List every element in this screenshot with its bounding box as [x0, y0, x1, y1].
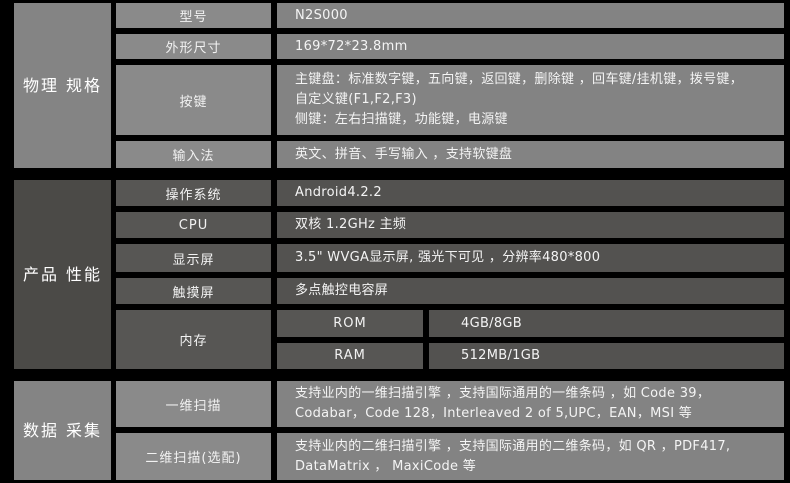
table-row: RAM 512MB/1GB: [274, 340, 790, 373]
row-key-keys: 按键: [116, 65, 271, 135]
row-key-dimensions: 外形尺寸: [116, 34, 271, 59]
row-key-os: 操作系统: [116, 180, 271, 206]
rows-performance: 操作系统 Android4.2.2 CPU 双核 1.2GHz 主频 显示屏 3…: [111, 177, 790, 372]
row-key-1d-scan: 一维扫描: [116, 381, 271, 427]
spec-group-performance: 产品 性能 操作系统 Android4.2.2 CPU 双核 1.2GHz 主频…: [0, 177, 790, 372]
table-row: 二维扫描(选配) 支持业内的二维扫描引擎 ，支持国际通用的二维条码，如 QR ，…: [111, 430, 790, 483]
row-value-os: Android4.2.2: [277, 180, 784, 206]
row-value-touchscreen: 多点触控电容屏: [277, 278, 784, 304]
row-key-memory: 内存: [116, 310, 271, 369]
row-key-display: 显示屏: [116, 244, 271, 272]
table-row-memory: 内存 ROM 4GB/8GB RAM 512MB/1GB: [111, 307, 790, 372]
spec-group-data-capture: 数据 采集 一维扫描 支持业内的一维扫描引擎 ，支持国际通用的一维条码 ，如 C…: [0, 378, 790, 483]
table-row: 触摸屏 多点触控电容屏: [111, 275, 790, 307]
row-key-2d-scan: 二维扫描(选配): [116, 433, 271, 480]
row-value-input-method: 英文、拼音、手写输入 ，支持软键盘: [277, 141, 784, 168]
row-value-display: 3.5" WVGA显示屏, 强光下可见 ，分辨率480*800: [277, 244, 784, 272]
rows-physical: 型号 N2S000 外形尺寸 169*72*23.8mm 按键 主键盘：标准数字…: [111, 0, 790, 171]
table-row: 显示屏 3.5" WVGA显示屏, 强光下可见 ，分辨率480*800: [111, 241, 790, 275]
table-row: 一维扫描 支持业内的一维扫描引擎 ，支持国际通用的一维条码 ，如 Code 39…: [111, 378, 790, 430]
table-row: CPU 双核 1.2GHz 主频: [111, 209, 790, 241]
row-value-keys: 主键盘：标准数字键，五向键，返回键，删除键 ，回车键/挂机键，拨号键， 自定义键…: [277, 65, 784, 135]
rows-data-capture: 一维扫描 支持业内的一维扫描引擎 ，支持国际通用的一维条码 ，如 Code 39…: [111, 378, 790, 483]
row-key-model: 型号: [116, 3, 271, 28]
category-label-performance: 产品 性能: [14, 180, 111, 369]
row-value-ram: 512MB/1GB: [429, 342, 784, 369]
spec-group-physical: 物理 规格 型号 N2S000 外形尺寸 169*72*23.8mm 按键 主键…: [0, 0, 790, 171]
row-value-dimensions: 169*72*23.8mm: [277, 34, 784, 59]
row-value-cpu: 双核 1.2GHz 主频: [277, 212, 784, 238]
memory-subtable: ROM 4GB/8GB RAM 512MB/1GB: [274, 307, 790, 372]
row-key-rom: ROM: [277, 310, 423, 337]
row-value-model: N2S000: [277, 3, 784, 28]
row-value-1d-scan: 支持业内的一维扫描引擎 ，支持国际通用的一维条码 ，如 Code 39， Cod…: [277, 381, 784, 427]
category-label-data-capture: 数据 采集: [14, 381, 111, 480]
table-row: 按键 主键盘：标准数字键，五向键，返回键，删除键 ，回车键/挂机键，拨号键， 自…: [111, 62, 790, 138]
row-key-cpu: CPU: [116, 212, 271, 238]
table-row: 输入法 英文、拼音、手写输入 ，支持软键盘: [111, 138, 790, 171]
table-row: 操作系统 Android4.2.2: [111, 177, 790, 209]
category-label-physical: 物理 规格: [14, 3, 111, 168]
row-key-input-method: 输入法: [116, 141, 271, 168]
row-value-rom: 4GB/8GB: [429, 310, 784, 337]
row-key-touchscreen: 触摸屏: [116, 278, 271, 304]
row-value-2d-scan: 支持业内的二维扫描引擎 ，支持国际通用的二维条码，如 QR ，PDF417, D…: [277, 433, 784, 480]
table-row: ROM 4GB/8GB: [274, 307, 790, 340]
table-row: 外形尺寸 169*72*23.8mm: [111, 31, 790, 62]
table-row: 型号 N2S000: [111, 0, 790, 31]
row-key-ram: RAM: [277, 342, 423, 369]
